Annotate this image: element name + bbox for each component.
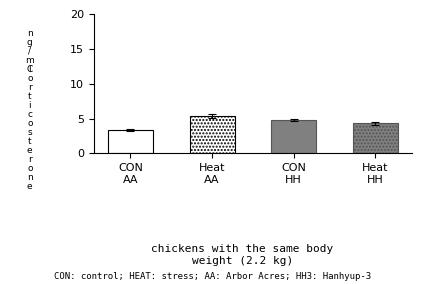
Bar xyxy=(353,124,398,153)
Bar xyxy=(108,130,153,153)
Text: C
o
r
t
i
c
o
s
t
e
r
o
n
e: C o r t i c o s t e r o n e xyxy=(27,65,33,191)
Text: CON: control; HEAT: stress; AA: Arbor Acres; HH3: Hanhyup-3: CON: control; HEAT: stress; AA: Arbor Ac… xyxy=(54,272,371,281)
Text: chickens with the same body
weight (2.2 kg): chickens with the same body weight (2.2 … xyxy=(151,244,333,266)
Bar xyxy=(271,120,316,153)
Text: n
g
/
m
l: n g / m l xyxy=(26,29,34,74)
Bar xyxy=(190,116,235,153)
